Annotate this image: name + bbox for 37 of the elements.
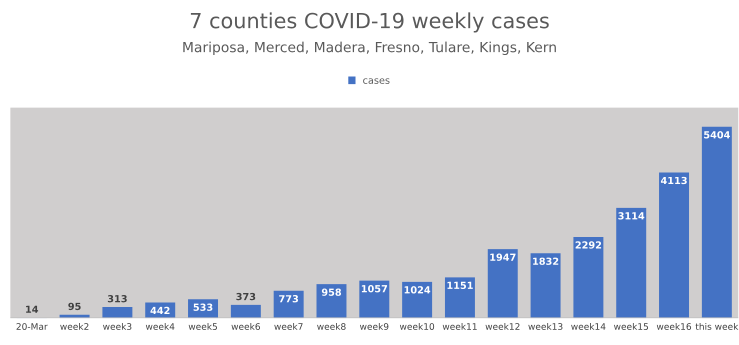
x-tick-label: week8 [317, 322, 346, 330]
data-label: 313 [108, 294, 127, 302]
x-tick-label: week3 [103, 322, 132, 330]
x-tick-label: 20-Mar [16, 323, 48, 330]
data-label: 5404 [704, 131, 730, 138]
chart-title: 7 counties COVID-19 weekly cases [190, 12, 549, 33]
x-tick-label: week9 [360, 322, 388, 330]
x-tick-label: week11 [442, 322, 477, 330]
x-tick-label: this week [696, 322, 738, 330]
x-tick-label: week7 [274, 322, 303, 330]
x-tick-label: week13 [528, 322, 562, 330]
x-tick-label: week5 [188, 322, 217, 330]
data-label: 95 [68, 302, 81, 310]
data-label: 373 [236, 292, 256, 300]
x-tick-label: week10 [400, 322, 434, 330]
data-label: 4113 [660, 176, 687, 184]
data-label: 1947 [490, 254, 516, 261]
data-label: 773 [279, 295, 298, 302]
data-label: 958 [322, 288, 342, 296]
x-tick-label: week4 [146, 322, 174, 330]
x-tick-label: week12 [486, 322, 520, 330]
data-label: 14 [26, 306, 38, 313]
legend-label: cases [363, 78, 390, 84]
x-tick-label: week16 [656, 322, 692, 330]
chart-subtitle: Mariposa, Merced, Madera, Fresno, Tulare, Kings, Kern [183, 42, 556, 56]
data-label: 1832 [533, 258, 558, 265]
data-label: 3114 [618, 212, 644, 220]
x-tick-label: week15 [614, 322, 648, 330]
data-label: 533 [194, 304, 212, 311]
x-tick-label: week14 [571, 322, 606, 330]
data-label: 2292 [576, 241, 602, 249]
data-label: 1057 [362, 285, 388, 292]
data-label: 1024 [404, 286, 430, 294]
x-tick-label: week6 [231, 322, 260, 330]
data-label: 442 [150, 306, 170, 314]
x-tick-label: week2 [60, 322, 88, 330]
data-label: 1151 [448, 282, 473, 290]
